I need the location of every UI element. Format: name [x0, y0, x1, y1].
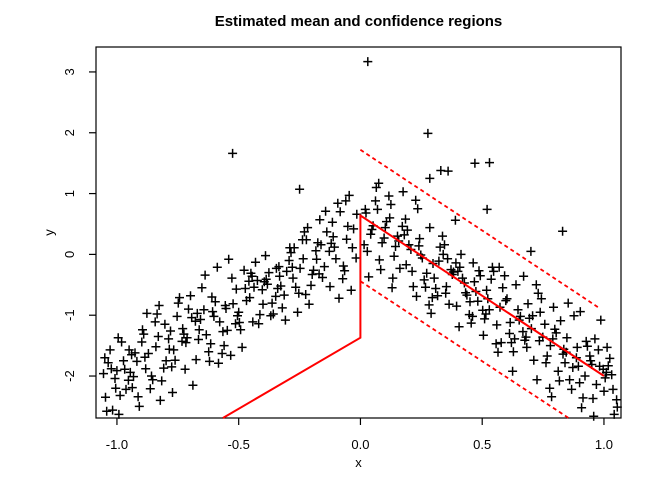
x-tick-label: 0.0 — [351, 437, 369, 452]
x-tick-label: -0.5 — [227, 437, 249, 452]
y-tick-label: 3 — [62, 68, 77, 75]
y-tick-label: -2 — [62, 370, 77, 382]
plot-border — [95, 46, 622, 419]
y-tick-label: 1 — [62, 190, 77, 197]
y-tick-label: 0 — [62, 251, 77, 258]
y-axis-title: y — [41, 229, 57, 236]
y-tick-label: -1 — [62, 309, 77, 321]
estimated-mean-line — [222, 213, 605, 419]
y-tick-label: 2 — [62, 129, 77, 136]
x-tick-label: 0.5 — [473, 437, 491, 452]
x-tick-label: -1.0 — [106, 437, 128, 452]
upper-confidence-line — [359, 149, 600, 309]
chart-title: Estimated mean and confidence regions — [214, 13, 503, 30]
lower-confidence-line — [359, 280, 570, 419]
x-axis-title: x — [355, 455, 362, 470]
x-tick-label: 1.0 — [595, 437, 613, 452]
